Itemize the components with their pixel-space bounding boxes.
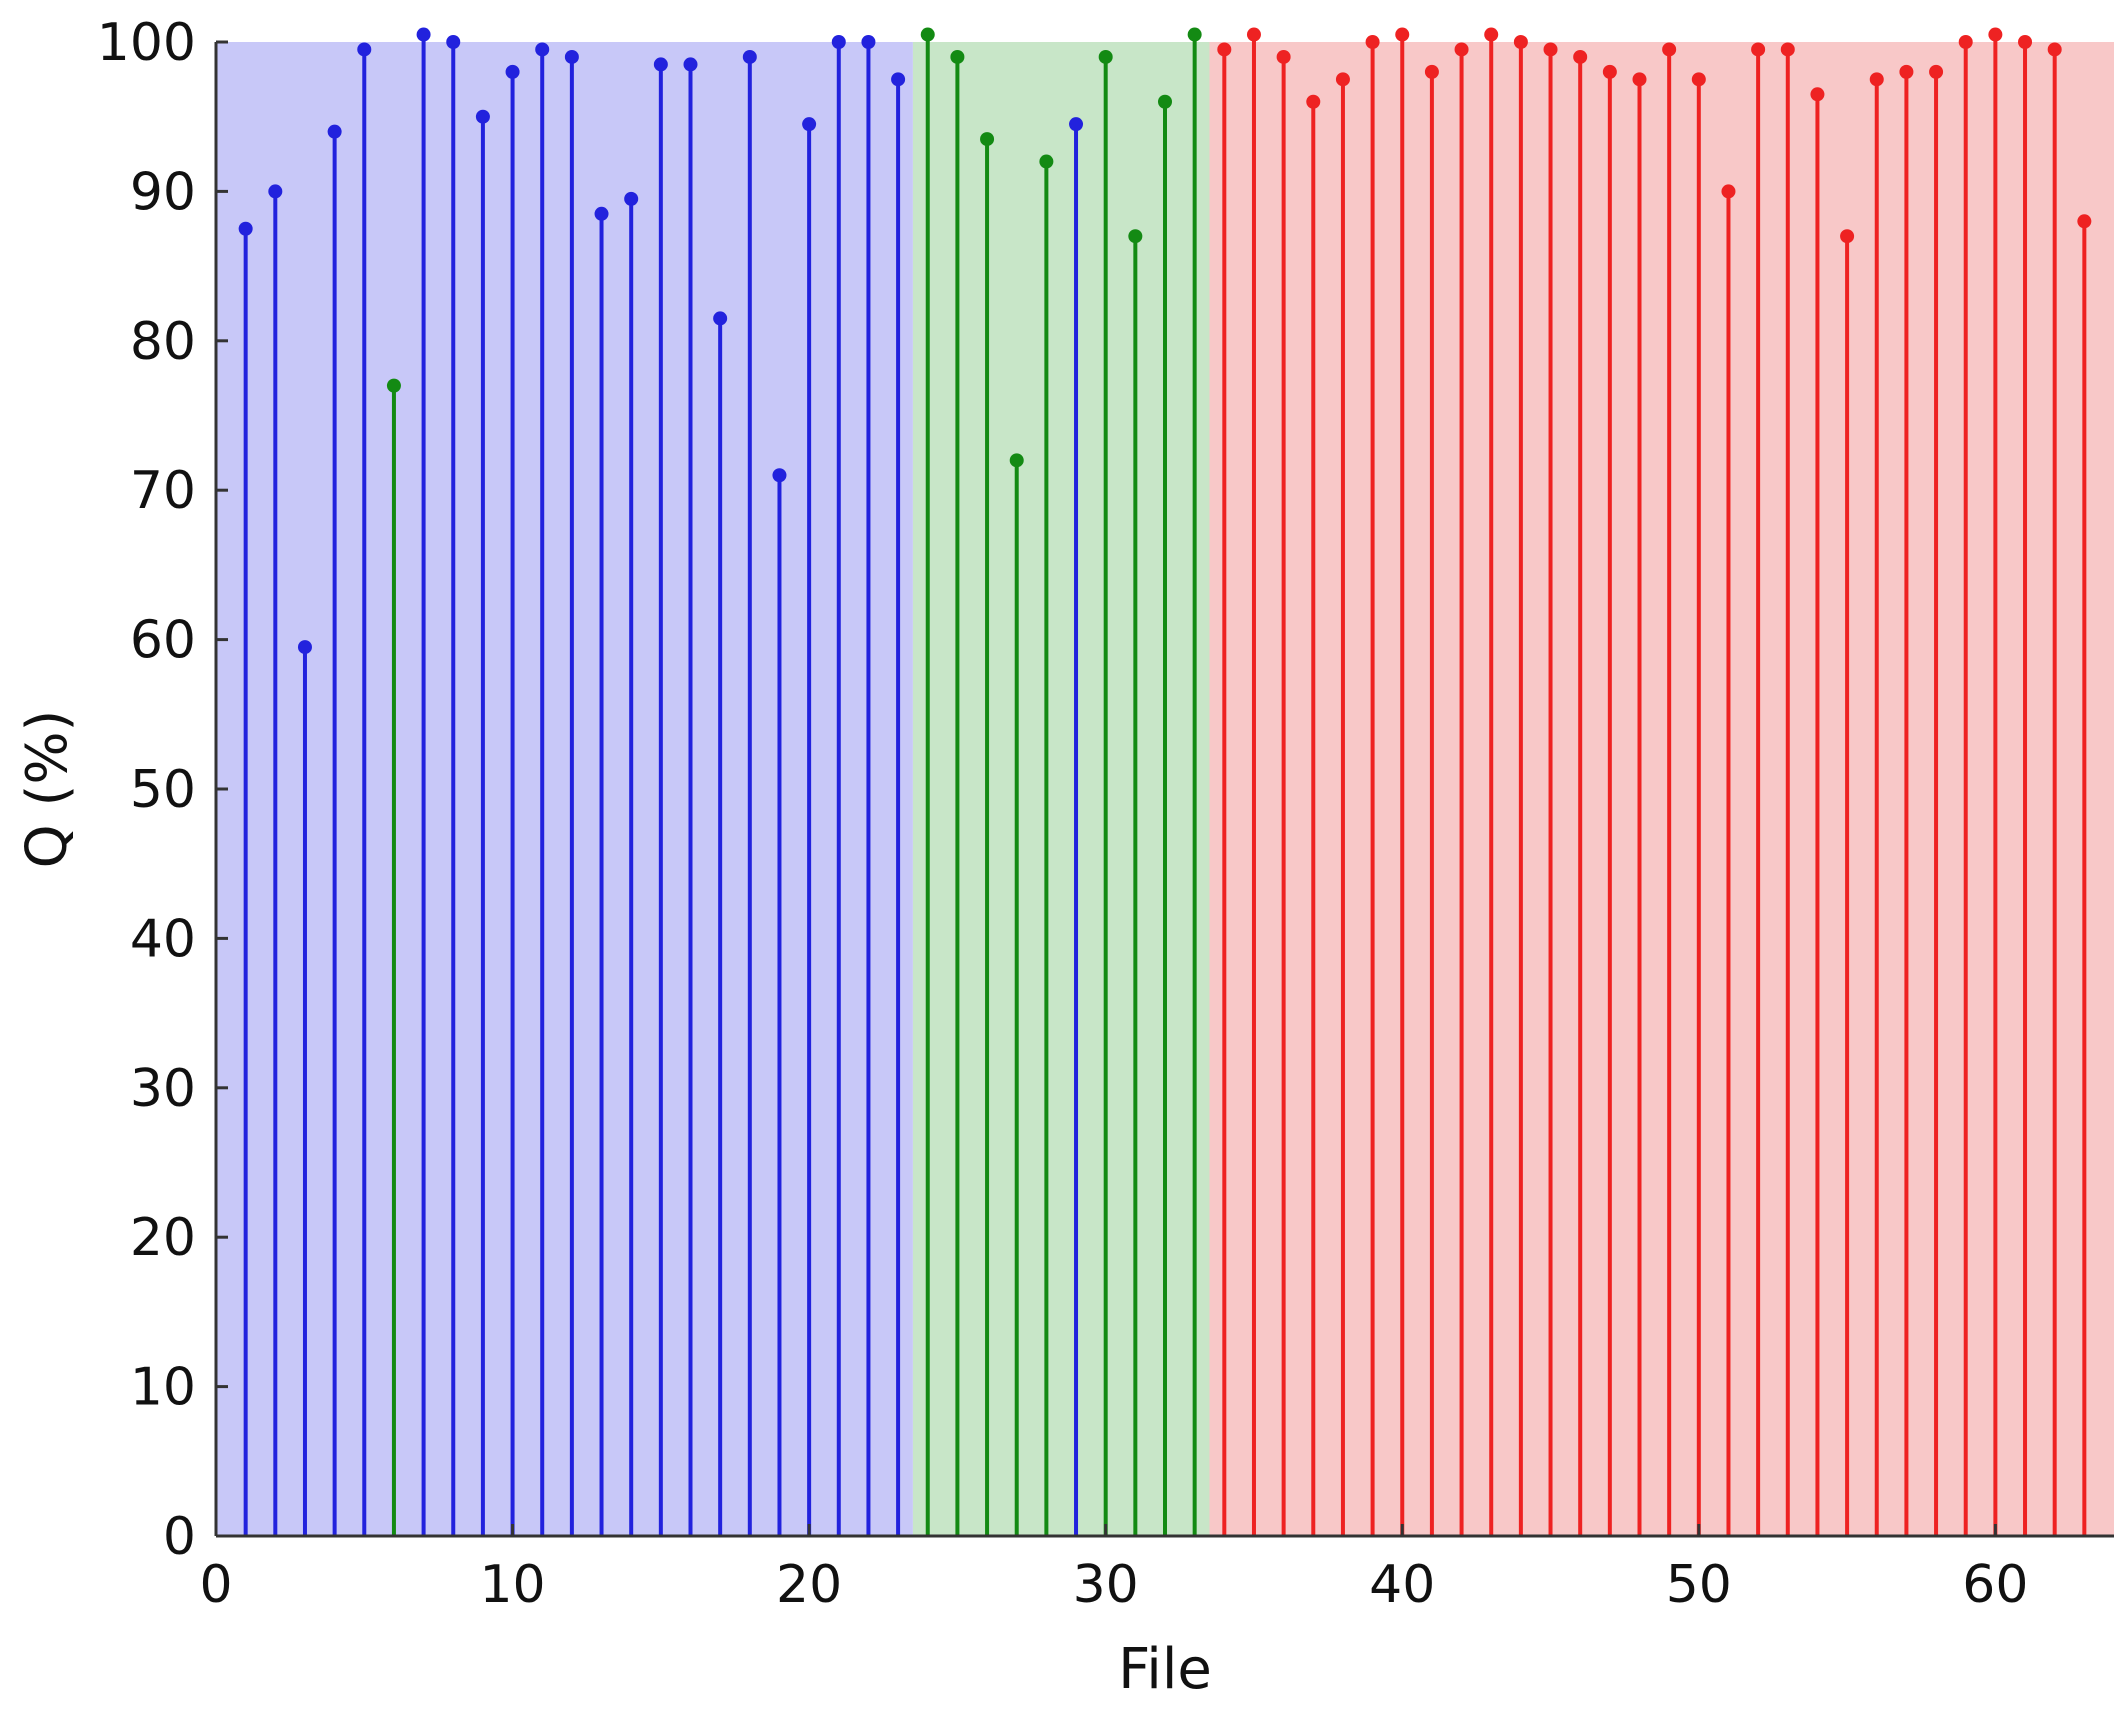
stem-marker-8 — [446, 35, 461, 49]
stem-marker-16 — [683, 57, 698, 72]
tick-labels: 0 10 20 30 40 50 60 70 80 90 100 0 10 20 30 40 50 60 — [97, 13, 2029, 1615]
stem-marker-45 — [1543, 42, 1558, 57]
stem-marker-54 — [1810, 87, 1825, 102]
background-region-2 — [912, 42, 1210, 1536]
y-tick-label-6: 60 — [130, 611, 196, 671]
stem-marker-3 — [297, 640, 312, 655]
stem-marker-59 — [1958, 35, 1973, 49]
stem-marker-38 — [1335, 72, 1350, 87]
y-tick-label-0: 0 — [163, 1507, 196, 1567]
stem-marker-4 — [327, 124, 342, 139]
stem-marker-22 — [861, 35, 876, 49]
stem-marker-56 — [1869, 72, 1884, 87]
y-axis-title: Q (%) — [15, 710, 80, 869]
y-tick-label-10: 100 — [97, 13, 196, 73]
stem-marker-31 — [1128, 229, 1143, 244]
y-tick-label-3: 30 — [130, 1059, 196, 1119]
stem-marker-30 — [1098, 49, 1113, 64]
stem-marker-18 — [742, 49, 757, 64]
stem-marker-15 — [653, 57, 668, 72]
stem-marker-52 — [1751, 42, 1766, 57]
stem-marker-26 — [980, 132, 995, 147]
stem-marker-1 — [238, 221, 253, 236]
stem-marker-5 — [357, 42, 372, 57]
x-tick-label-3: 30 — [1073, 1555, 1139, 1615]
stem-marker-28 — [1039, 154, 1054, 169]
stem-marker-23 — [891, 72, 906, 87]
stem-marker-19 — [772, 468, 787, 483]
stem-marker-41 — [1424, 64, 1439, 79]
y-tick-label-4: 40 — [130, 909, 196, 969]
stem-marker-40 — [1395, 27, 1410, 42]
stem-marker-32 — [1158, 94, 1172, 109]
stem-series — [238, 27, 2092, 1536]
stem-marker-43 — [1484, 27, 1499, 42]
y-tick-label-1: 10 — [130, 1358, 196, 1418]
stem-marker-9 — [475, 109, 490, 124]
stem-marker-25 — [950, 49, 965, 64]
stem-marker-36 — [1276, 49, 1291, 64]
stem-marker-37 — [1306, 94, 1321, 109]
stem-marker-44 — [1513, 35, 1528, 49]
stem-marker-62 — [2047, 42, 2062, 57]
stem-marker-49 — [1662, 42, 1677, 57]
stem-marker-2 — [268, 184, 283, 199]
stem-marker-11 — [535, 42, 550, 57]
y-tick-label-5: 50 — [130, 760, 196, 820]
stem-marker-57 — [1899, 64, 1914, 79]
stem-marker-27 — [1009, 453, 1024, 468]
stem-marker-7 — [416, 27, 431, 42]
stem-marker-63 — [2077, 214, 2092, 229]
stem-marker-6 — [386, 378, 401, 393]
stem-marker-12 — [564, 49, 579, 64]
x-tick-label-1: 10 — [479, 1555, 545, 1615]
stem-marker-33 — [1187, 27, 1202, 42]
axes — [214, 40, 2114, 1538]
x-axis-title: File — [1118, 1637, 1212, 1702]
stem-marker-58 — [1929, 64, 1944, 79]
background-region-1 — [216, 42, 913, 1536]
stem-marker-47 — [1602, 64, 1617, 79]
stem-marker-17 — [713, 311, 728, 326]
stem-marker-55 — [1840, 229, 1855, 244]
stem-marker-29 — [1069, 117, 1084, 132]
background-regions — [216, 42, 2114, 1536]
stem-marker-21 — [831, 35, 846, 49]
background-region-3 — [1209, 42, 2114, 1536]
x-tick-label-6: 60 — [1962, 1555, 2028, 1615]
stem-marker-51 — [1721, 184, 1736, 199]
stem-marker-42 — [1454, 42, 1469, 57]
x-tick-label-5: 50 — [1666, 1555, 1732, 1615]
stem-marker-50 — [1691, 72, 1706, 87]
stem-marker-35 — [1246, 27, 1261, 42]
stem-marker-53 — [1780, 42, 1795, 57]
stem-marker-34 — [1217, 42, 1232, 57]
stem-marker-13 — [594, 206, 609, 221]
stem-marker-24 — [920, 27, 935, 42]
stem-marker-39 — [1365, 35, 1380, 49]
stem-marker-14 — [624, 191, 639, 206]
y-tick-label-8: 80 — [130, 312, 196, 372]
x-tick-label-2: 20 — [776, 1555, 842, 1615]
stem-marker-20 — [802, 117, 817, 132]
stem-marker-48 — [1632, 72, 1647, 87]
y-tick-label-9: 90 — [130, 162, 196, 222]
y-tick-label-2: 20 — [130, 1208, 196, 1268]
stem-marker-10 — [505, 64, 520, 79]
y-tick-label-7: 70 — [130, 461, 196, 521]
x-tick-label-0: 0 — [199, 1555, 232, 1615]
x-tick-label-4: 40 — [1369, 1555, 1435, 1615]
stem-marker-46 — [1573, 49, 1588, 64]
stem-marker-61 — [2018, 35, 2033, 49]
stem-marker-60 — [1988, 27, 2003, 42]
